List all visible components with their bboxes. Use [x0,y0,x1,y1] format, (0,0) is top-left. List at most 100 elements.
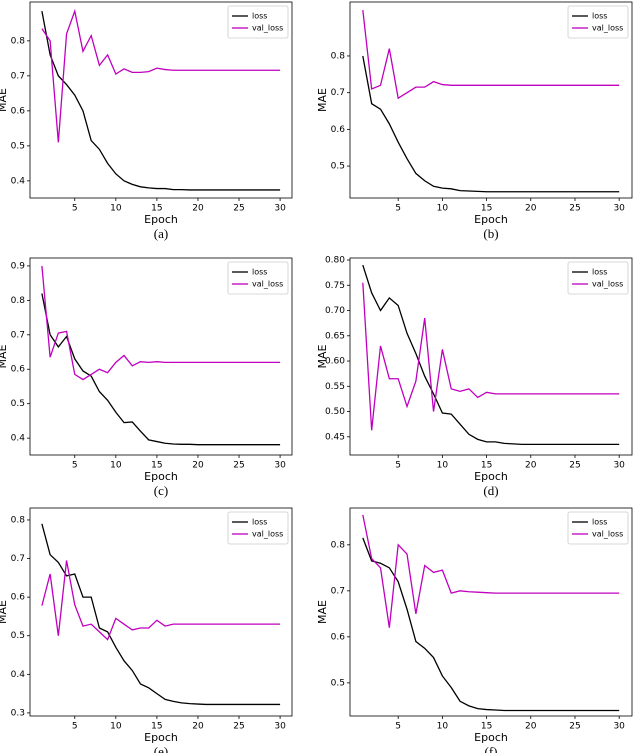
y-axis-label: MAE [316,344,329,368]
legend-label: val_loss [252,280,283,289]
x-tick-label: 15 [151,204,162,214]
loss-line [362,55,620,193]
x-tick-label: 10 [437,461,449,471]
y-tick-label: 0.4 [11,670,26,680]
y-tick-label: 0.7 [11,554,25,564]
caption: (f) [485,744,498,753]
x-tick-label: 10 [110,722,122,732]
y-tick-label: 0.5 [11,141,25,151]
x-tick-label: 30 [274,722,286,732]
x-tick-label: 20 [525,461,537,471]
y-tick-label: 0.8 [11,515,26,525]
x-tick-label: 5 [395,461,401,471]
legend-label: val_loss [592,280,623,289]
x-axis-label: Epoch [474,731,508,744]
legend-box [567,511,629,545]
x-axis-label: Epoch [144,731,178,744]
y-axis-label: MAE [316,88,329,112]
y-tick-label: 0.8 [11,36,26,46]
x-tick-label: 25 [233,722,244,732]
y-tick-label: 0.55 [325,382,345,392]
x-axis-label: Epoch [144,470,178,483]
y-tick-label: 0.6 [331,125,346,135]
x-tick-label: 30 [613,722,625,732]
legend-box [567,5,629,39]
legend-box [227,5,289,39]
y-axis-label: MAE [0,344,9,368]
y-tick-label: 0.8 [331,540,346,550]
y-tick-label: 0.7 [331,88,345,98]
caption: (e) [154,744,168,753]
y-tick-label: 0.5 [331,162,345,172]
caption: (b) [483,226,498,241]
loss-line [41,560,281,641]
legend-label: loss [592,268,607,277]
y-tick-label: 0.5 [331,678,345,688]
y-tick-label: 0.45 [325,432,345,442]
y-tick-label: 0.8 [11,296,26,306]
y-tick-label: 0.50 [325,407,345,417]
legend-label: loss [252,12,267,21]
x-tick-label: 10 [110,204,122,214]
y-axis-label: MAE [0,88,9,112]
x-tick-label: 30 [613,204,625,214]
loss-line [41,10,281,191]
x-tick-label: 15 [151,722,162,732]
axes-frame [349,507,633,717]
legend-label: val_loss [252,24,283,33]
y-tick-label: 0.5 [11,399,25,409]
y-tick-label: 0.60 [325,357,345,367]
x-tick-label: 25 [233,461,244,471]
y-tick-label: 0.5 [11,631,25,641]
legend-box [227,511,289,545]
loss-line [362,282,620,431]
x-tick-label: 30 [274,204,286,214]
y-tick-label: 0.7 [331,586,345,596]
x-tick-label: 20 [192,461,204,471]
y-tick-label: 0.7 [11,330,25,340]
x-tick-label: 25 [233,204,244,214]
legend-label: loss [592,518,607,527]
x-axis-label: Epoch [144,213,178,226]
axes-frame [29,1,293,199]
y-tick-label: 0.65 [325,331,345,341]
x-tick-label: 15 [151,461,162,471]
loss-line [41,293,281,446]
y-tick-label: 0.6 [11,593,26,603]
axes-frame [349,257,633,456]
y-tick-label: 0.9 [11,261,26,271]
x-axis-label: Epoch [474,213,508,226]
x-tick-label: 5 [72,204,78,214]
y-tick-label: 0.6 [331,632,346,642]
loss-line [362,537,620,712]
x-tick-label: 15 [481,722,492,732]
x-tick-label: 30 [613,461,625,471]
x-tick-label: 25 [569,461,580,471]
axes-frame [29,257,293,456]
y-axis-label: MAE [0,600,9,624]
y-tick-label: 0.70 [325,306,345,316]
x-tick-label: 5 [395,204,401,214]
axes-frame [349,1,633,199]
x-tick-label: 20 [192,722,204,732]
loss-line [41,265,281,381]
x-tick-label: 5 [395,722,401,732]
x-tick-label: 30 [274,461,286,471]
x-tick-label: 20 [525,722,537,732]
x-tick-label: 10 [437,722,449,732]
y-tick-label: 0.6 [11,365,26,375]
x-tick-label: 10 [110,461,122,471]
x-tick-label: 10 [437,204,449,214]
y-tick-label: 0.8 [331,51,346,61]
x-tick-label: 15 [481,461,492,471]
legend-label: loss [592,12,607,21]
y-axis-label: MAE [316,600,329,624]
x-axis-label: Epoch [474,470,508,483]
x-tick-label: 25 [569,722,580,732]
loss-line [362,9,620,100]
loss-line [41,523,281,706]
y-tick-label: 0.6 [11,106,26,116]
loss-line [362,514,620,628]
x-tick-label: 5 [72,722,78,732]
